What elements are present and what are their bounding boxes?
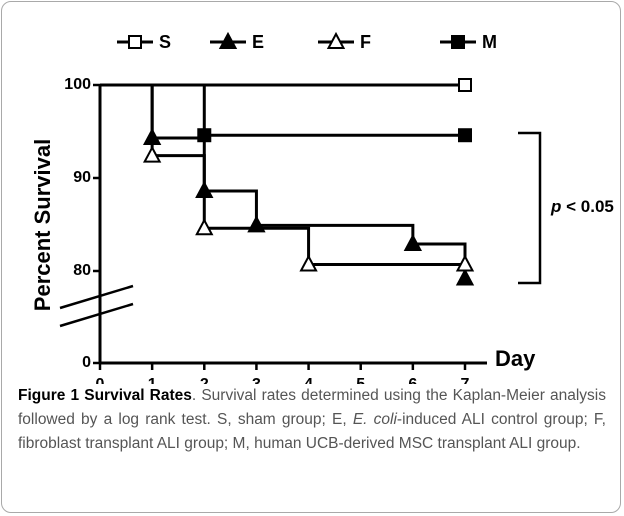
marker xyxy=(197,128,212,143)
y-tick-label: 80 xyxy=(73,262,91,279)
caption-italic: E. coli xyxy=(352,411,397,428)
annotation-italic: p xyxy=(550,197,561,216)
y-tick-label: 90 xyxy=(73,169,91,186)
marker xyxy=(195,218,214,236)
marker xyxy=(455,254,475,272)
marker xyxy=(458,78,472,92)
marker xyxy=(403,233,423,252)
bracket xyxy=(518,131,542,285)
legend-item: M xyxy=(440,32,497,52)
marker xyxy=(299,254,318,272)
legend-item: F xyxy=(318,32,371,52)
legend-label: M xyxy=(482,32,497,52)
x-tick-label: 3 xyxy=(252,376,261,384)
legend-label: E xyxy=(252,32,264,52)
marker xyxy=(451,35,465,49)
marker xyxy=(455,268,475,286)
survival-line xyxy=(100,83,465,137)
axis-break xyxy=(59,284,134,310)
caption-title: Survival Rates xyxy=(84,387,192,404)
x-tick-label: 1 xyxy=(148,376,157,384)
x-axis-label: Day xyxy=(495,346,536,371)
legend-label: F xyxy=(360,32,371,52)
marker xyxy=(458,128,472,143)
marker xyxy=(218,31,238,49)
caption-text: -induced ALI control group; F, fibroblas… xyxy=(18,411,606,452)
legend-item: E xyxy=(210,32,264,52)
x-tick-label: 2 xyxy=(200,376,209,384)
marker xyxy=(247,215,266,233)
marker xyxy=(326,31,346,49)
chart: Percent Survival Day p < 0.05 0 80 90 100 0 1… xyxy=(30,32,614,384)
marker xyxy=(195,180,214,199)
x-tick-label: 6 xyxy=(408,376,417,384)
marker xyxy=(142,127,162,146)
annotation-text: < 0.05 xyxy=(566,197,614,216)
legend-label: S xyxy=(159,32,171,52)
y-tick-label: 0 xyxy=(82,354,91,371)
caption: Figure 1 Survival Rates. Survival rates … xyxy=(18,384,606,456)
caption-label: Figure 1 xyxy=(18,387,80,404)
survival-line xyxy=(100,83,465,266)
legend-item: S xyxy=(117,32,171,52)
axis-break xyxy=(59,302,134,328)
x-tick-label: 5 xyxy=(356,376,365,384)
caption-text: . Survival rates determined using the Ka… xyxy=(18,387,606,428)
bracket-line xyxy=(518,131,542,285)
marker xyxy=(142,145,162,163)
x-tick-label: 0 xyxy=(96,376,105,384)
annotation: p < 0.05 xyxy=(550,197,614,216)
marker xyxy=(128,35,142,49)
y-axis-label: Percent Survival xyxy=(30,139,55,311)
y-tick-label: 100 xyxy=(64,76,91,93)
x-tick-label: 4 xyxy=(304,376,313,384)
x-tick-label: 7 xyxy=(461,376,470,384)
